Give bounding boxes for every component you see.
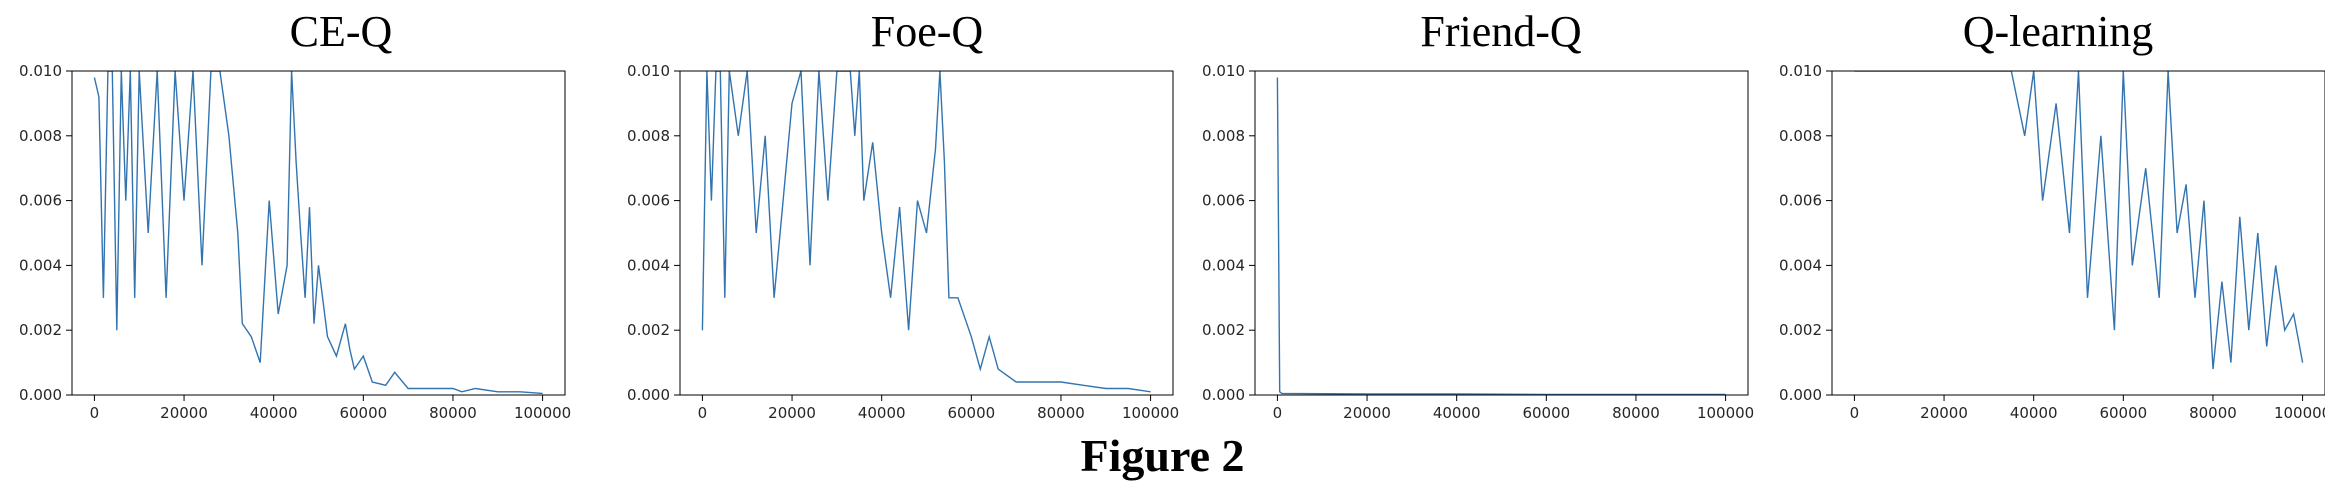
x-tick-label: 100000 [1122,404,1179,422]
figure-caption: Figure 2 [1080,430,1245,481]
x-tick-label: 60000 [2099,404,2147,422]
y-tick-label: 0.006 [1779,192,1822,210]
y-tick-label: 0.002 [1779,321,1822,339]
x-tick-label: 100000 [514,404,571,422]
plot-frame [71,70,566,396]
x-tick-label: 40000 [1433,404,1481,422]
chart-panel: 0.000 0.002 0.004 0.006 0.008 0.010 0 20000 4000… [1202,62,1754,422]
x-tick-label: 80000 [1037,404,1085,422]
plot-frame [1831,70,2325,396]
x-tick-label: 80000 [2189,404,2237,422]
y-tick-label: 0.004 [19,256,62,274]
panel-title-foe-q: Foe-Q [870,7,984,56]
x-tick-label: 20000 [1920,404,1968,422]
y-tick-label: 0.004 [1779,256,1822,274]
x-tick-label: 100000 [1697,404,1754,422]
x-tick-label: 20000 [768,404,816,422]
x-tick-label: 100000 [2274,404,2325,422]
panel-title-q-learning: Q-learning [1962,7,2154,56]
series-line [1276,77,1726,395]
y-tick-label: 0.008 [1202,127,1245,145]
y-tick-label: 0.006 [627,192,670,210]
y-tick-label: 0.000 [19,386,62,404]
chart-panel: 0.000 0.002 0.004 0.006 0.008 0.010 0 20000 4000… [1779,62,2325,422]
x-tick-label: 20000 [160,404,208,422]
y-tick-label: 0.010 [627,62,670,80]
x-tick-label: 60000 [339,404,387,422]
x-tick-label: 20000 [1343,404,1391,422]
x-tick-label: 40000 [2010,404,2058,422]
y-tick-label: 0.004 [1202,256,1245,274]
y-tick-label: 0.004 [627,256,670,274]
x-tick-label: 0 [698,404,708,422]
plot-frame [1254,70,1749,396]
x-tick-label: 60000 [1522,404,1570,422]
panel-title-friend-q: Friend-Q [1420,7,1582,56]
x-tick-label: 0 [1850,404,1860,422]
chart-panel: 0.000 0.002 0.004 0.006 0.008 0.010 0 20000 4000… [627,62,1179,422]
series-line [93,71,543,395]
y-tick-label: 0.002 [1202,321,1245,339]
y-tick-label: 0.008 [627,127,670,145]
y-tick-label: 0.010 [19,62,62,80]
y-tick-label: 0.010 [1779,62,1822,80]
x-tick-label: 40000 [858,404,906,422]
y-tick-label: 0.008 [19,127,62,145]
y-tick-label: 0.006 [1202,192,1245,210]
series-line [1854,71,2304,370]
y-tick-label: 0.000 [1779,386,1822,404]
chart-panel: 0.000 0.002 0.004 0.006 0.008 0.010 0 20000 4000… [19,62,571,422]
plot-frame [679,70,1174,396]
panel-title-ce-q: CE-Q [289,7,393,56]
y-tick-label: 0.000 [627,386,670,404]
x-tick-label: 80000 [429,404,477,422]
y-tick-label: 0.006 [19,192,62,210]
y-tick-label: 0.002 [627,321,670,339]
x-tick-label: 80000 [1612,404,1660,422]
x-tick-label: 0 [1273,404,1283,422]
x-tick-label: 40000 [250,404,298,422]
y-tick-label: 0.008 [1779,127,1822,145]
x-tick-label: 60000 [947,404,995,422]
y-tick-label: 0.002 [19,321,62,339]
y-tick-label: 0.010 [1202,62,1245,80]
x-tick-label: 0 [90,404,100,422]
series-line [701,71,1151,393]
y-tick-label: 0.000 [1202,386,1245,404]
